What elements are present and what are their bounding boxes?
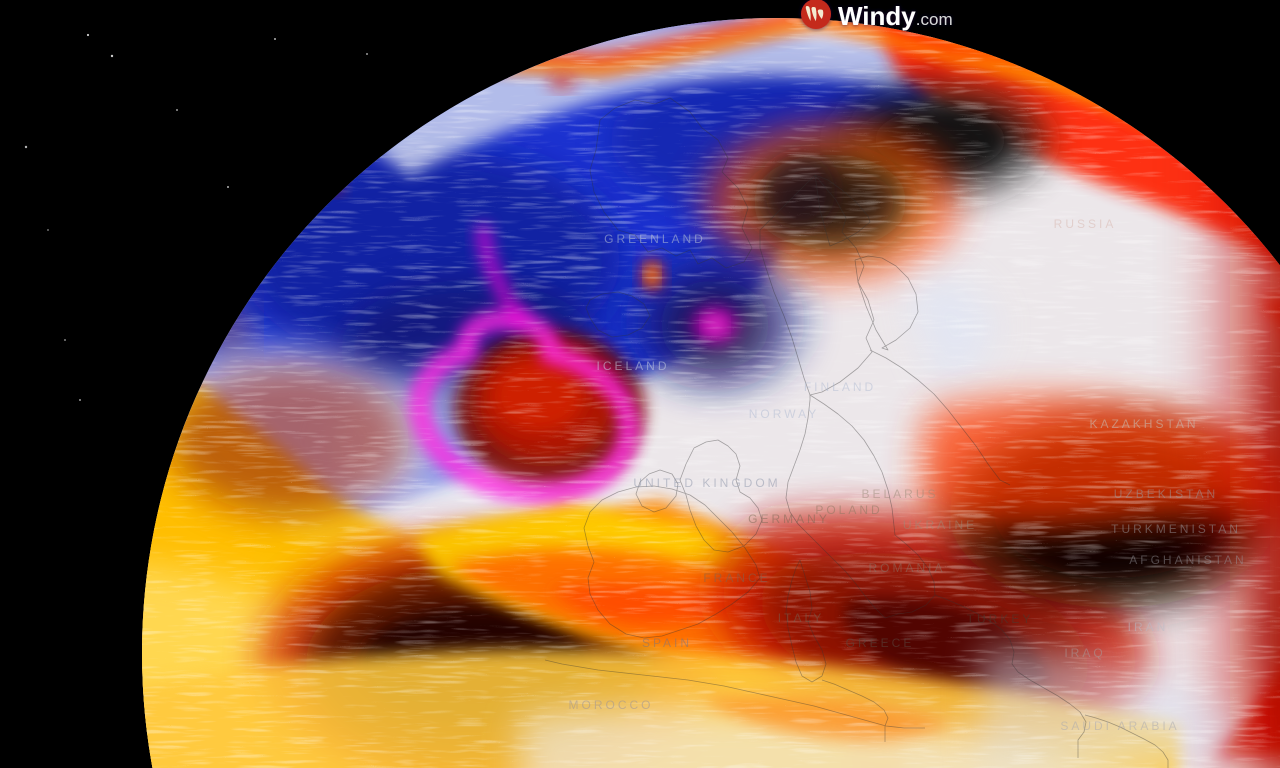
svg-text:ITALY: ITALY <box>778 611 825 625</box>
svg-text:IRAN: IRAN <box>1128 620 1169 634</box>
svg-text:ICELAND: ICELAND <box>596 359 669 373</box>
svg-text:GREENLAND: GREENLAND <box>604 232 706 246</box>
svg-text:RUSSIA: RUSSIA <box>1054 217 1117 231</box>
svg-text:UKRAINE: UKRAINE <box>903 518 977 532</box>
svg-text:KAZAKHSTAN: KAZAKHSTAN <box>1089 417 1198 431</box>
svg-text:UZBEKISTAN: UZBEKISTAN <box>1114 487 1218 501</box>
svg-text:POLAND: POLAND <box>815 503 882 517</box>
svg-text:IRAQ: IRAQ <box>1064 646 1105 660</box>
svg-text:TURKMENISTAN: TURKMENISTAN <box>1111 522 1241 536</box>
svg-text:MOROCCO: MOROCCO <box>569 698 654 712</box>
svg-text:FINLAND: FINLAND <box>804 380 876 394</box>
svg-text:FRANCE: FRANCE <box>703 571 770 585</box>
svg-text:TURKEY: TURKEY <box>967 612 1034 626</box>
svg-text:ROMANIA: ROMANIA <box>868 561 945 575</box>
svg-text:Windy.com: Windy.com <box>838 1 953 31</box>
svg-text:SPAIN: SPAIN <box>642 636 692 650</box>
svg-text:BELARUS: BELARUS <box>861 487 938 501</box>
svg-text:SAUDI ARABIA: SAUDI ARABIA <box>1060 719 1179 733</box>
svg-text:AFGHANISTAN: AFGHANISTAN <box>1129 553 1246 567</box>
svg-text:UNITED KINGDOM: UNITED KINGDOM <box>633 476 780 490</box>
svg-text:NORWAY: NORWAY <box>749 407 819 421</box>
svg-text:GREECE: GREECE <box>846 636 915 650</box>
